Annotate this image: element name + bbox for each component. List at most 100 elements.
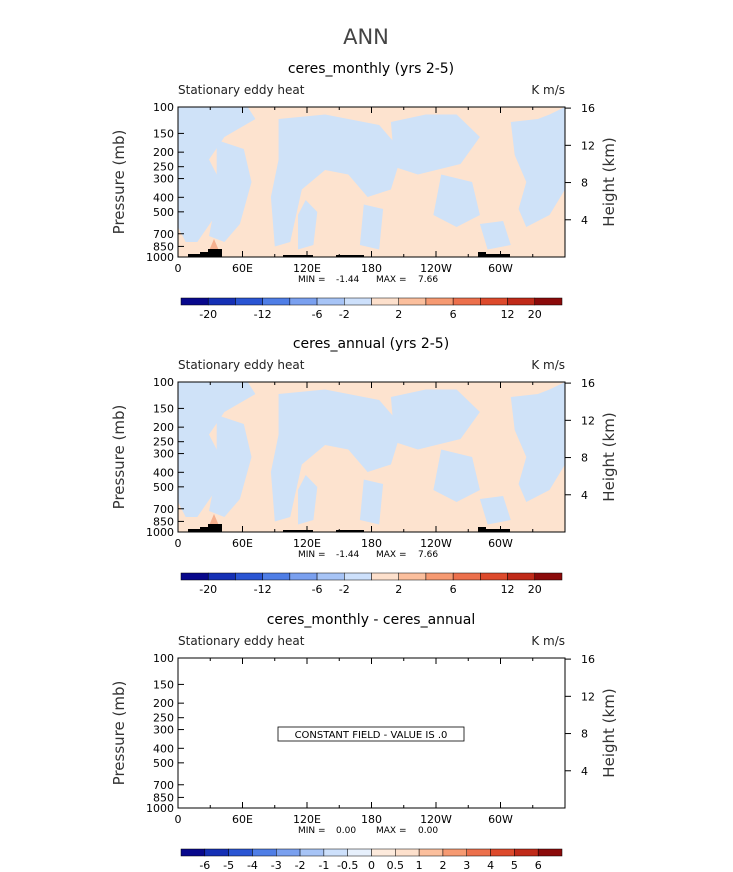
y2-tick-label: 8 (581, 452, 588, 465)
constant-field-box (277, 726, 465, 742)
max-label: MAX = (376, 826, 407, 836)
min-label: MIN = (298, 826, 326, 836)
colorbar-swatch (180, 572, 209, 581)
colorbar-label: -2 (295, 859, 306, 872)
colorbar-swatch (425, 572, 454, 581)
colorbar-label: -20 (199, 308, 217, 321)
colorbar-label: 2 (395, 308, 402, 321)
y-axis-label: Pressure (mb) (110, 130, 128, 235)
colorbar-swatch (371, 572, 399, 581)
colorbar-label: 2 (395, 583, 402, 596)
negative-region (270, 389, 403, 522)
topography (283, 530, 313, 532)
x-tick-label: 120E (293, 537, 321, 550)
x-tick-label: 180 (361, 813, 382, 826)
units-label: K m/s (531, 83, 565, 97)
topography (188, 524, 222, 532)
x-tick-label: 180 (361, 262, 382, 275)
negative-region (270, 114, 403, 247)
colorbar-swatch (537, 848, 563, 857)
negative-region (479, 221, 511, 250)
figure-title: ANN (343, 25, 389, 49)
colorbar-label: -12 (254, 308, 272, 321)
y-tick-label: 300 (153, 173, 174, 186)
field-name-label: Stationary eddy heat (178, 634, 305, 648)
colorbar-swatch (347, 848, 372, 857)
max-value: 7.66 (418, 550, 438, 560)
negative-region (433, 449, 480, 502)
negative-region (433, 174, 480, 227)
colorbar-swatch (316, 297, 345, 306)
y-tick-label: 300 (153, 724, 174, 737)
colorbar-label: 0 (368, 859, 375, 872)
y-tick-label: 1000 (146, 802, 174, 815)
y-axis-label: Pressure (mb) (110, 405, 128, 510)
x-tick-label: 120W (420, 813, 452, 826)
colorbar-swatch (204, 848, 229, 857)
y-tick-label: 250 (153, 712, 174, 725)
chart-panel-1: ceres_monthly (yrs 2-5) Stationary eddy h… (110, 61, 618, 321)
topography (336, 530, 364, 532)
field-name-label: Stationary eddy heat (178, 358, 305, 372)
y-tick-label: 500 (153, 206, 174, 219)
x-tick-label: 60E (232, 537, 253, 550)
colorbar-label: 12 (501, 308, 515, 321)
colorbar-label: 20 (528, 308, 542, 321)
colorbar-label: 0.5 (387, 859, 405, 872)
y-tick-label: 500 (153, 757, 174, 770)
colorbar-swatch (480, 297, 508, 306)
negative-region (510, 107, 565, 227)
colorbar-label: 2 (439, 859, 446, 872)
y-tick-label: 850 (153, 515, 174, 528)
colorbar-swatch (207, 297, 236, 306)
colorbar-swatch (289, 572, 318, 581)
y2-axis-label: Height (km) (600, 137, 618, 226)
y-tick-label: 700 (153, 779, 174, 792)
colorbar-swatch (299, 848, 325, 857)
max-label: MAX = (376, 550, 407, 560)
colorbar-swatch (371, 848, 396, 857)
y2-tick-label: 12 (581, 139, 595, 152)
colorbar-label: -0.5 (337, 859, 358, 872)
y2-tick-label: 8 (581, 728, 588, 741)
x-tick-label: 0 (175, 537, 182, 550)
y-tick-label: 400 (153, 742, 174, 755)
chart-panel-2: ceres_annual (yrs 2-5) Stationary eddy he… (110, 336, 618, 596)
colorbar-swatch (262, 572, 291, 581)
colorbar-swatch (514, 848, 539, 857)
y-tick-label: 100 (153, 652, 174, 665)
colorbar-label: 6 (450, 583, 457, 596)
colorbar-swatch (235, 297, 263, 306)
colorbar-swatch (371, 297, 399, 306)
y-tick-label: 1000 (146, 526, 174, 539)
topography (478, 527, 510, 532)
min-value: -1.44 (336, 275, 360, 285)
colorbar-swatch (276, 848, 301, 857)
colorbar-label: 3 (463, 859, 470, 872)
colorbar-swatch (398, 297, 427, 306)
colorbar-swatch (180, 848, 206, 857)
max-value: 0.00 (418, 826, 438, 836)
y-axis-label: Pressure (mb) (110, 681, 128, 786)
panel-title: ceres_monthly - ceres_annual (267, 612, 476, 628)
colorbar-swatch (252, 848, 277, 857)
topography (283, 255, 313, 257)
colorbar-swatch (289, 297, 318, 306)
colorbar-swatch (262, 297, 291, 306)
y-tick-label: 150 (153, 678, 174, 691)
negative-region (209, 140, 252, 242)
colorbar-swatch (507, 572, 536, 581)
colorbar-label: -20 (199, 583, 217, 596)
negative-region (298, 475, 318, 525)
negative-region (390, 389, 480, 450)
colorbar-label: 20 (528, 583, 542, 596)
colorbar-swatch (316, 572, 345, 581)
colorbar-swatch (534, 297, 563, 306)
negative-region (510, 382, 565, 502)
min-value: 0.00 (336, 826, 356, 836)
min-label: MIN = (298, 550, 326, 560)
negative-region (479, 496, 511, 525)
y2-tick-label: 12 (581, 414, 595, 427)
y-tick-label: 500 (153, 481, 174, 494)
chart-panel-3: ceres_monthly - ceres_annual Stationary e… (110, 612, 618, 872)
